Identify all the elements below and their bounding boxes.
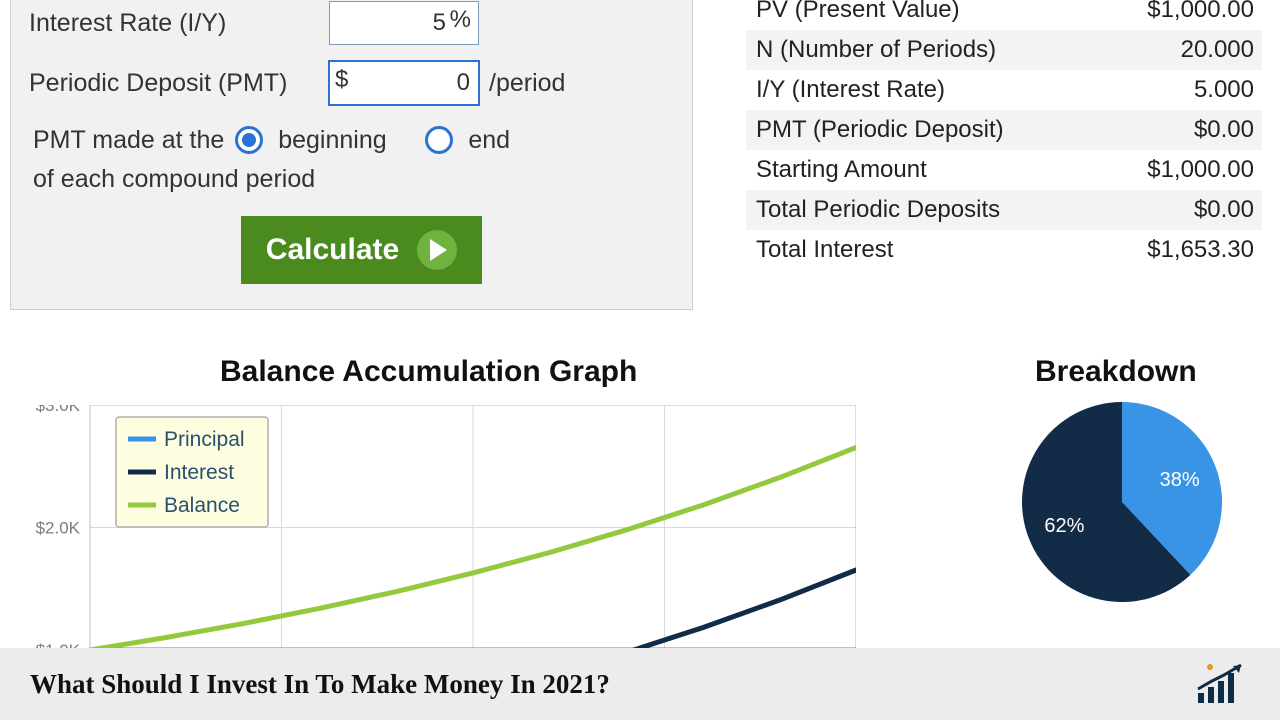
- input-form-panel: Interest Rate (I/Y) % Periodic Deposit (…: [10, 0, 693, 310]
- calculate-button[interactable]: Calculate: [241, 216, 482, 284]
- results-table: PV (Present Value) $1,000.00 N (Number of …: [746, 0, 1262, 270]
- result-label: Starting Amount: [756, 156, 927, 184]
- result-label: PV (Present Value): [756, 0, 960, 24]
- result-label: PMT (Periodic Deposit): [756, 116, 1004, 144]
- radio-tail: of each compound period: [33, 165, 315, 193]
- line-chart-title: Balance Accumulation Graph: [220, 355, 637, 389]
- radio-beginning-label: beginning: [278, 126, 386, 154]
- result-value: 5.000: [1194, 76, 1254, 104]
- result-value: $0.00: [1194, 116, 1254, 144]
- footer-text: What Should I Invest In To Make Money In…: [30, 669, 610, 700]
- result-label: N (Number of Periods): [756, 36, 996, 64]
- result-value: $1,653.30: [1147, 236, 1254, 264]
- breakdown-pie-chart: 38% 62%: [1022, 402, 1222, 602]
- table-row: PV (Present Value) $1,000.00: [746, 0, 1262, 30]
- trend-up-chart-icon: [1194, 663, 1250, 705]
- radio-end[interactable]: [425, 126, 453, 154]
- radio-end-label: end: [468, 126, 510, 154]
- iy-input[interactable]: [329, 1, 479, 45]
- iy-row: Interest Rate (I/Y) %: [29, 1, 674, 45]
- iy-input-wrap: %: [329, 1, 479, 45]
- svg-text:Principal: Principal: [164, 428, 245, 451]
- radio-text: PMT made at the beginning end of each co…: [33, 126, 510, 193]
- table-row: Starting Amount $1,000.00: [746, 150, 1262, 190]
- table-row: Total Periodic Deposits $0.00: [746, 190, 1262, 230]
- iy-label: Interest Rate (I/Y): [29, 9, 323, 38]
- pmt-row: Periodic Deposit (PMT) $ /period: [29, 61, 674, 105]
- pmt-input[interactable]: [329, 61, 479, 105]
- pie-chart-title: Breakdown: [1035, 355, 1197, 389]
- table-row: PMT (Periodic Deposit) $0.00: [746, 110, 1262, 150]
- table-row: Total Interest $1,653.30: [746, 230, 1262, 270]
- result-label: Total Periodic Deposits: [756, 196, 1000, 224]
- svg-text:38%: 38%: [1160, 469, 1200, 491]
- balance-line-chart: $1.0K$2.0K$3.0KPrincipalInterestBalance: [24, 405, 856, 650]
- svg-text:Interest: Interest: [164, 461, 234, 484]
- result-label: I/Y (Interest Rate): [756, 76, 945, 104]
- svg-text:$2.0K: $2.0K: [36, 519, 81, 538]
- footer-bar: What Should I Invest In To Make Money In…: [0, 648, 1280, 720]
- pmt-suffix: /period: [489, 69, 565, 98]
- calculate-button-label: Calculate: [266, 233, 399, 267]
- play-icon: [417, 230, 457, 270]
- pmt-input-wrap: $: [329, 61, 479, 105]
- radio-lead: PMT made at the: [33, 126, 231, 154]
- result-label: Total Interest: [756, 236, 893, 264]
- pmt-label: Periodic Deposit (PMT): [29, 69, 323, 98]
- svg-text:62%: 62%: [1044, 515, 1084, 537]
- result-value: $0.00: [1194, 196, 1254, 224]
- table-row: N (Number of Periods) 20.000: [746, 30, 1262, 70]
- pmt-timing-row: PMT made at the beginning end of each co…: [29, 121, 674, 199]
- table-row: I/Y (Interest Rate) 5.000: [746, 70, 1262, 110]
- result-value: $1,000.00: [1147, 0, 1254, 24]
- svg-text:Balance: Balance: [164, 494, 240, 517]
- radio-beginning[interactable]: [235, 126, 263, 154]
- result-value: 20.000: [1181, 36, 1254, 64]
- svg-text:$3.0K: $3.0K: [36, 405, 81, 415]
- result-value: $1,000.00: [1147, 156, 1254, 184]
